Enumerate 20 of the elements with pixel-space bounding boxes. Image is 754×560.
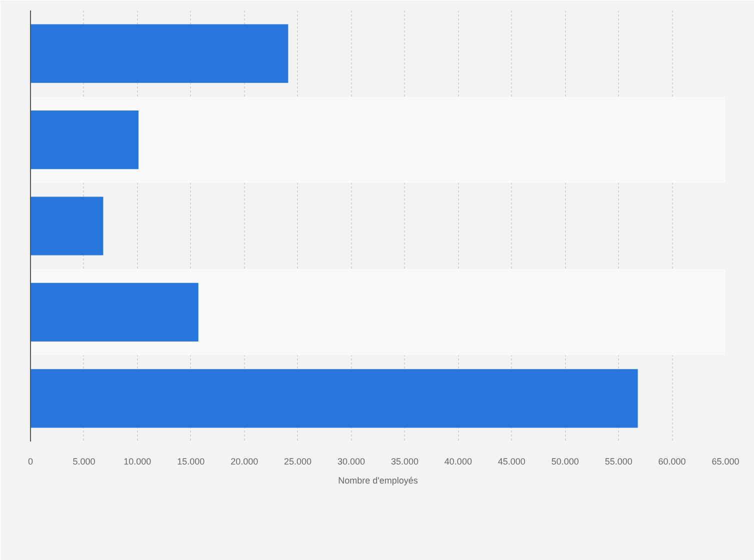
bar	[30, 282, 198, 342]
x-tick-label: 25.000	[284, 456, 312, 466]
x-tick-label: 45.000	[498, 456, 526, 466]
bar	[30, 369, 638, 428]
x-tick-label: 65.000	[712, 456, 740, 466]
x-tick-label: 40.000	[444, 456, 472, 466]
x-tick-label: 5.000	[72, 456, 96, 466]
x-tick-label: 10.000	[124, 456, 152, 466]
x-tick-label: 20.000	[230, 456, 258, 466]
x-tick-label: 0	[28, 456, 34, 466]
x-tick-label: 60.000	[658, 456, 686, 466]
x-axis-title: Nombre d'employés	[338, 476, 418, 486]
bar	[30, 196, 104, 256]
x-tick-label: 35.000	[390, 456, 418, 466]
x-tick-label: 30.000	[338, 456, 366, 466]
x-tick-label: 50.000	[551, 456, 579, 466]
x-tick-label: 15.000	[177, 456, 205, 466]
bar	[30, 110, 138, 170]
bar	[30, 24, 288, 83]
x-tick-label: 55.000	[604, 456, 632, 466]
